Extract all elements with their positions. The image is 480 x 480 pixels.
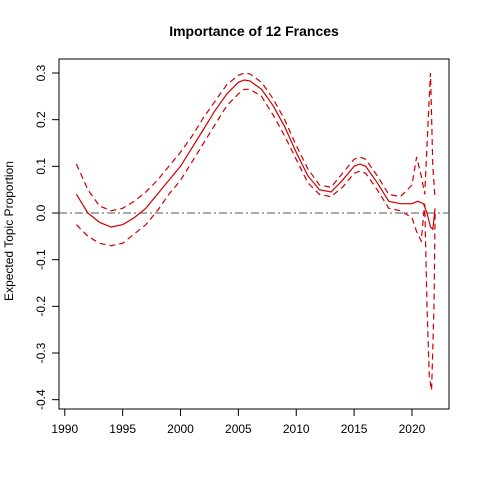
x-tick-label: 2010 [283, 422, 310, 436]
y-tick-label: -0.3 [34, 342, 48, 363]
x-tick-label: 2015 [341, 422, 368, 436]
series-line-lower-ci [75, 88, 436, 391]
series-group [75, 72, 436, 391]
y-tick-label: 0.2 [34, 111, 48, 128]
y-tick-label: -0.4 [34, 389, 48, 410]
y-tick-label: 0.3 [34, 64, 48, 81]
x-tick-label: 1990 [51, 422, 78, 436]
y-axis-label: Expected Topic Proportion [2, 161, 16, 301]
y-tick-label: -0.1 [34, 249, 48, 270]
y-axis: -0.4 -0.3 -0.2 -0.1 0.0 0.1 0.2 0.3 [34, 64, 60, 410]
y-tick-label: 0.0 [34, 204, 48, 221]
x-tick-label: 1995 [109, 422, 136, 436]
x-axis: 1990 1995 2000 2005 2010 2015 2020 [51, 408, 426, 436]
x-tick-label: 2020 [399, 422, 426, 436]
y-tick-label: -0.2 [34, 296, 48, 317]
series-line-upper-ci [75, 72, 436, 212]
x-tick-label: 2000 [167, 422, 194, 436]
x-tick-label: 2005 [225, 422, 252, 436]
series-line-estimate [75, 79, 436, 231]
chart-title: Importance of 12 Frances [169, 23, 339, 39]
y-tick-label: 0.1 [34, 158, 48, 175]
